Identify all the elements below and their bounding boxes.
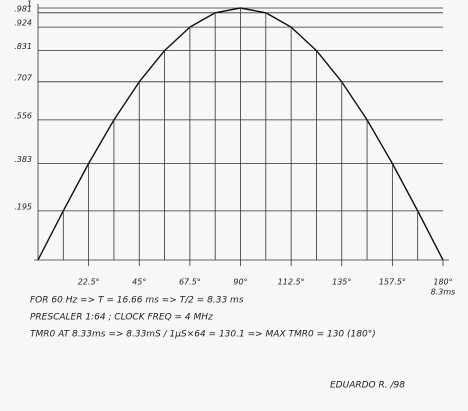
x-tick-label: 112.5° [278,278,305,287]
y-tick-label: .831 [14,42,32,51]
y-tick-label: .195 [14,202,32,211]
signature: EDUARDO R. /98 [330,381,405,391]
note: TMR0 AT 8.33ms => 8.33mS / 1µS×64 = 130.… [30,330,376,340]
x-tick-label: 22.5° [78,278,100,287]
y-tick-label: 1 [27,0,32,9]
x-tick-label: 157.5° [379,278,406,287]
x-tick-label: 90° [233,278,247,287]
y-tick-label: .981 [14,4,32,13]
y-tick-label: .924 [14,19,32,28]
annotation: 8.3ms [431,288,456,297]
y-tick-label: .556 [14,111,32,120]
x-tick-label: 67.5° [179,278,201,287]
x-tick-label: 135° [332,278,351,287]
y-tick-label: .383 [14,155,32,164]
x-tick-label: 180° [433,278,452,287]
y-tick-label: .707 [14,73,33,82]
x-tick-label: 45° [132,278,146,287]
note: PRESCALER 1:64 ; CLOCK FREQ = 4 MHz [30,313,213,323]
note: FOR 60 Hz => T = 16.66 ms => T/2 = 8.33 … [30,296,244,306]
